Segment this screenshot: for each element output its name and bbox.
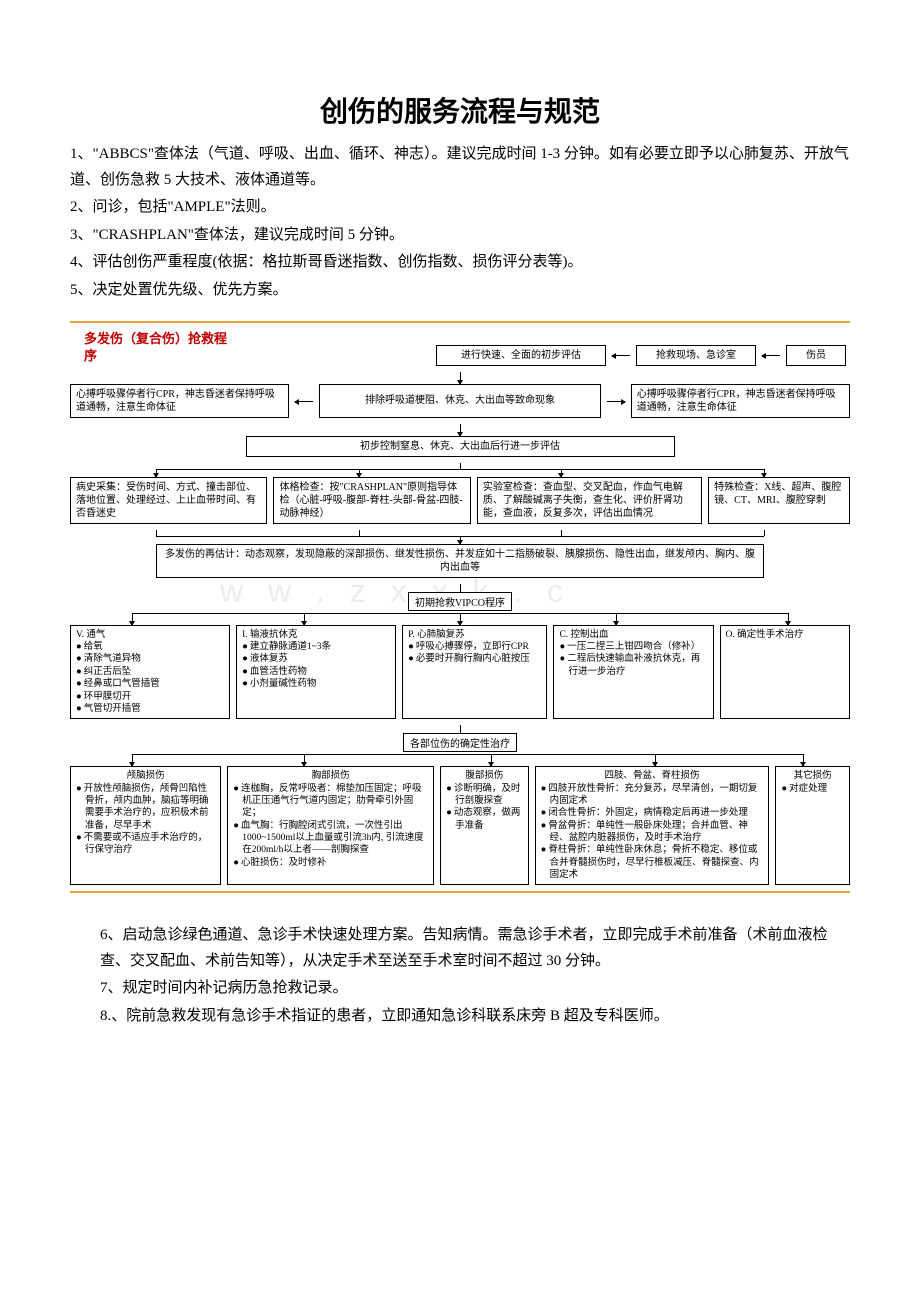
box-history: 病史采集：受伤时间、方式、撞击部位、落地位置、处理经过、上止血带时间、有否昏迷史 (70, 477, 267, 524)
vipco-c: C. 控制出血 一压二捏三上钳四吻合（修补）二程后快速输血补液抗休克，再行进一步… (553, 625, 713, 719)
box-lab: 实验室检查：查血型、交叉配血，作血气电解质、了解酸碱离子失衡，查生化、评价肝肾功… (477, 477, 702, 524)
final-brain-list: 开放性颅脑损伤，颅骨凹陷性骨折，颅内血肿，脑疝等明确需要手术治疗的，应积极术前准… (76, 783, 215, 857)
list-item: 心脏损伤：及时修补 (242, 857, 428, 869)
intro-p3: 3、"CRASHPLAN"查体法，建议完成时间 5 分钟。 (70, 223, 850, 249)
final-limbs-list: 四肢开放性骨折：充分复苏，尽早清创，一期切复内固定术闭合性骨折：外固定，病情稳定… (541, 783, 764, 882)
intro-section: 1、"ABBCS"查体法（气道、呼吸、出血、循环、神志）。建议完成时间 1-3 … (70, 142, 850, 303)
vipco-i-head: I. 输液抗休克 (242, 629, 390, 641)
vipco-v-head: V. 通气 (76, 629, 224, 641)
vipco-i: I. 输液抗休克 建立静脉通道1~3条液体复苏血管活性药物小剂量碱性药物 (236, 625, 396, 719)
vipco-p-head: P. 心肺脑复苏 (408, 629, 541, 641)
chart-title-l1: 多发伤（复合伤）抢救程 (84, 331, 227, 346)
doc-title: 创伤的服务流程与规范 (70, 90, 850, 130)
final-other-head: 其它损伤 (781, 770, 844, 782)
vipco-v-list: 给氧清除气道异物纠正舌后坠经鼻或口气管插管环甲膜切开气管切开插管 (76, 641, 224, 715)
final-abdomen: 腹部损伤 诊断明确，及时行剖腹探查动态观察，做两手准备 (440, 766, 529, 885)
intro-p2: 2、问诊，包括"AMPLE"法则。 (70, 195, 850, 221)
final-chest-head: 胸部损伤 (233, 770, 428, 782)
box-assess: 进行快速、全面的初步评估 (436, 345, 606, 366)
list-item: 血管活性药物 (251, 666, 390, 678)
list-item: 纠正舌后坠 (85, 666, 224, 678)
list-item: 诊断明确，及时行剖腹探查 (455, 783, 523, 808)
box-reestimate: 多发伤的再估计：动态观察，发现隐蔽的深部损伤、继发性损伤、并发症如十二指肠破裂、… (156, 544, 764, 578)
vipco-c-head: C. 控制出血 (559, 629, 707, 641)
list-item: 一压二捏三上钳四吻合（修补） (568, 641, 707, 653)
box-exclude: 排除呼吸道梗阻、休克、大出血等致命现象 (319, 384, 600, 418)
flowchart: w w . z x x k . c 多发伤（复合伤）抢救程 序 进行快速、全面的… (70, 321, 850, 893)
final-brain: 颅脑损伤 开放性颅脑损伤，颅骨凹陷性骨折，颅内血肿，脑疝等明确需要手术治疗的，应… (70, 766, 221, 885)
list-item: 对症处理 (790, 783, 844, 795)
vipco-o: O. 确定性手术治疗 (720, 625, 850, 719)
list-item: 四肢开放性骨折：充分复苏，尽早清创，一期切复内固定术 (550, 783, 764, 808)
box-physical: 体格检查：按"CRASHPLAN"原则指导体检（心脏-呼吸-腹部-脊柱-头部-骨… (273, 477, 470, 524)
vipco-p: P. 心肺脑复苏 呼吸心搏骤停，立即行CPR必要时开胸行胸内心脏按压 (402, 625, 547, 719)
list-item: 气管切开插管 (85, 703, 224, 715)
final-other-list: 对症处理 (781, 783, 844, 795)
final-other: 其它损伤 对症处理 (775, 766, 850, 885)
box-special: 特殊检查：X线、超声、腹腔镜、CT、MRI、腹腔穿刺 (708, 477, 850, 524)
vipco-v: V. 通气 给氧清除气道异物纠正舌后坠经鼻或口气管插管环甲膜切开气管切开插管 (70, 625, 230, 719)
box-cpr-right: 心搏呼吸骤停者行CPR，神志昏迷者保持呼吸道通畅，注意生命体征 (631, 384, 850, 418)
final-abdomen-head: 腹部损伤 (446, 770, 523, 782)
list-item: 清除气道异物 (85, 653, 224, 665)
final-abdomen-list: 诊断明确，及时行剖腹探查动态观察，做两手准备 (446, 783, 523, 832)
box-patient: 伤员 (786, 345, 846, 366)
list-item: 给氧 (85, 641, 224, 653)
list-item: 不需要或不适应手术治疗的，行保守治疗 (85, 832, 215, 857)
list-item: 连枷胸，反常呼吸者：棉垫加压固定；呼吸机正压通气行气道内固定；肋骨牵引外固定； (242, 783, 428, 820)
final-limbs: 四肢、骨盆、脊柱损伤 四肢开放性骨折：充分复苏，尽早清创，一期切复内固定术闭合性… (535, 766, 770, 885)
final-limbs-head: 四肢、骨盆、脊柱损伤 (541, 770, 764, 782)
vipco-p-list: 呼吸心搏骤停，立即行CPR必要时开胸行胸内心脏按压 (408, 641, 541, 666)
list-item: 动态观察，做两手准备 (455, 807, 523, 832)
final-brain-head: 颅脑损伤 (76, 770, 215, 782)
outro-p6: 6、启动急诊绿色通道、急诊手术快速处理方案。告知病情。需急诊手术者，立即完成手术… (100, 923, 850, 974)
box-cpr-left: 心搏呼吸骤停者行CPR，神志昏迷者保持呼吸道通畅，注意生命体征 (70, 384, 289, 418)
intro-p1: 1、"ABBCS"查体法（气道、呼吸、出血、循环、神志）。建议完成时间 1-3 … (70, 142, 850, 193)
list-item: 液体复苏 (251, 653, 390, 665)
list-item: 呼吸心搏骤停，立即行CPR (417, 641, 541, 653)
list-item: 建立静脉通道1~3条 (251, 641, 390, 653)
list-item: 开放性颅脑损伤，颅骨凹陷性骨折，颅内血肿，脑疝等明确需要手术治疗的，应积极术前准… (85, 783, 215, 832)
intro-p4: 4、评估创伤严重程度(依据：格拉斯哥昏迷指数、创伤指数、损伤评分表等)。 (70, 250, 850, 276)
list-item: 小剂量碱性药物 (251, 678, 390, 690)
outro-p7: 7、规定时间内补记病历急抢救记录。 (100, 976, 850, 1002)
list-item: 环甲膜切开 (85, 691, 224, 703)
vipco-i-list: 建立静脉通道1~3条液体复苏血管活性药物小剂量碱性药物 (242, 641, 390, 690)
box-scene: 抢救现场、急诊室 (636, 345, 756, 366)
box-initial-control: 初步控制窒息、休克、大出血后行进一步评估 (246, 436, 675, 457)
final-label: 各部位伤的确定性治疗 (403, 733, 517, 752)
list-item: 骨盆骨折：单纯性一般卧床处理；合并血管、神经、盆腔内脏器损伤，及时手术治疗 (550, 820, 764, 845)
list-item: 血气胸：行胸腔闭式引流，一次性引出1000~1500ml以上血量或引流3h内, … (242, 820, 428, 857)
intro-p5: 5、决定处置优先级、优先方案。 (70, 278, 850, 304)
list-item: 脊柱骨折：单纯性卧床休息；骨折不稳定、移位或合并脊髓损伤时，尽早行椎板减压、脊髓… (550, 844, 764, 881)
vipco-c-list: 一压二捏三上钳四吻合（修补）二程后快速输血补液抗休克，再行进一步治疗 (559, 641, 707, 678)
final-chest-list: 连枷胸，反常呼吸者：棉垫加压固定；呼吸机正压通气行气道内固定；肋骨牵引外固定；血… (233, 783, 428, 869)
list-item: 二程后快速输血补液抗休克，再行进一步治疗 (568, 653, 707, 678)
list-item: 必要时开胸行胸内心脏按压 (417, 653, 541, 665)
final-chest: 胸部损伤 连枷胸，反常呼吸者：棉垫加压固定；呼吸机正压通气行气道内固定；肋骨牵引… (227, 766, 434, 885)
outro-p8: 8.、院前急救发现有急诊手术指证的患者，立即通知急诊科联系床旁 B 超及专科医师… (100, 1004, 850, 1030)
list-item: 闭合性骨折：外固定，病情稳定后再进一步处理 (550, 807, 764, 819)
outro-section: 6、启动急诊绿色通道、急诊手术快速处理方案。告知病情。需急诊手术者，立即完成手术… (100, 923, 850, 1029)
vipco-label: 初期抢救VIPCO程序 (408, 592, 512, 611)
list-item: 经鼻或口气管插管 (85, 678, 224, 690)
vipco-o-head: O. 确定性手术治疗 (726, 629, 844, 641)
